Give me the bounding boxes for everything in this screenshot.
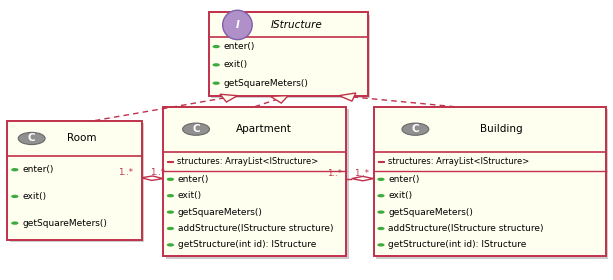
Text: structures: ArrayList<IStructure>: structures: ArrayList<IStructure> xyxy=(387,157,529,166)
Text: enter(): enter() xyxy=(22,165,53,174)
Circle shape xyxy=(213,81,220,85)
Text: getSquareMeters(): getSquareMeters() xyxy=(388,207,473,217)
FancyBboxPatch shape xyxy=(376,109,608,259)
Text: 1..*: 1..* xyxy=(354,169,369,178)
Text: C: C xyxy=(28,134,36,143)
Circle shape xyxy=(377,194,384,197)
Text: getStructure(int id): IStructure: getStructure(int id): IStructure xyxy=(388,241,527,249)
Circle shape xyxy=(167,194,174,197)
Polygon shape xyxy=(141,176,163,180)
Text: enter(): enter() xyxy=(388,175,420,184)
Circle shape xyxy=(402,123,428,135)
Circle shape xyxy=(167,178,174,181)
Polygon shape xyxy=(339,93,356,101)
Circle shape xyxy=(377,243,384,247)
Text: enter(): enter() xyxy=(178,175,209,184)
Circle shape xyxy=(377,178,384,181)
Text: enter(): enter() xyxy=(224,42,255,51)
Circle shape xyxy=(167,243,174,247)
Circle shape xyxy=(377,227,384,230)
Text: exit(): exit() xyxy=(22,192,46,201)
FancyBboxPatch shape xyxy=(163,107,346,256)
Text: I: I xyxy=(235,20,239,30)
Circle shape xyxy=(377,211,384,214)
Circle shape xyxy=(167,227,174,230)
Text: exit(): exit() xyxy=(178,191,202,200)
Text: 1..*: 1..* xyxy=(327,169,342,178)
Bar xyxy=(167,161,173,162)
Circle shape xyxy=(18,132,45,144)
Polygon shape xyxy=(220,94,237,102)
FancyBboxPatch shape xyxy=(7,121,142,240)
FancyBboxPatch shape xyxy=(166,109,349,259)
Text: C: C xyxy=(192,124,200,134)
Text: getSquareMeters(): getSquareMeters() xyxy=(22,219,107,228)
Text: IStructure: IStructure xyxy=(270,20,322,30)
Text: 1..*: 1..* xyxy=(118,168,132,177)
Text: getSquareMeters(): getSquareMeters() xyxy=(224,79,308,88)
Polygon shape xyxy=(270,96,288,103)
Polygon shape xyxy=(352,176,374,181)
Text: getStructure(int id): IStructure: getStructure(int id): IStructure xyxy=(178,241,316,249)
Text: structures: ArrayList<IStructure>: structures: ArrayList<IStructure> xyxy=(177,157,318,166)
Text: exit(): exit() xyxy=(224,60,248,69)
FancyBboxPatch shape xyxy=(211,15,370,98)
Circle shape xyxy=(213,63,220,67)
FancyBboxPatch shape xyxy=(10,123,144,242)
Circle shape xyxy=(213,45,220,48)
Ellipse shape xyxy=(223,10,252,40)
Text: exit(): exit() xyxy=(388,191,413,200)
Text: Room: Room xyxy=(67,134,96,143)
Text: getSquareMeters(): getSquareMeters() xyxy=(178,207,262,217)
Circle shape xyxy=(11,195,18,198)
FancyBboxPatch shape xyxy=(209,13,368,96)
FancyBboxPatch shape xyxy=(374,107,606,256)
Text: Apartment: Apartment xyxy=(236,124,292,134)
Circle shape xyxy=(167,211,174,214)
Circle shape xyxy=(11,221,18,225)
Circle shape xyxy=(11,168,18,171)
Text: addStructure(IStructure structure): addStructure(IStructure structure) xyxy=(388,224,544,233)
Bar xyxy=(378,161,384,162)
Text: 1..*: 1..* xyxy=(150,168,166,177)
Text: C: C xyxy=(411,124,419,134)
Circle shape xyxy=(183,123,210,135)
Text: Building: Building xyxy=(480,124,522,134)
Text: addStructure(IStructure structure): addStructure(IStructure structure) xyxy=(178,224,333,233)
